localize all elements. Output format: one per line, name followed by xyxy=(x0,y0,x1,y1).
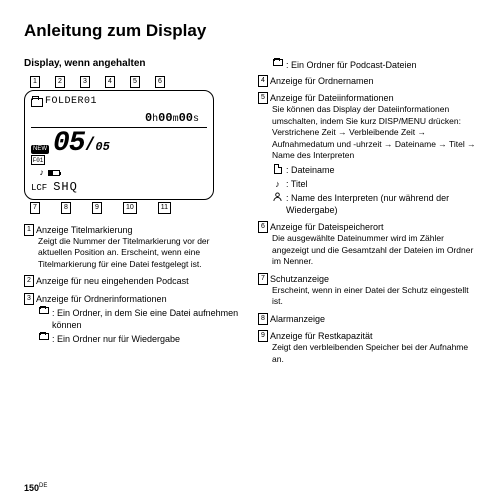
file-icon-text: : Dateiname xyxy=(286,164,335,176)
item3-rec: : Ein Ordner, in dem Sie eine Datei aufn… xyxy=(38,307,242,331)
item3-rec-text: : Ein Ordner, in dem Sie eine Datei aufn… xyxy=(52,307,242,331)
callout-10: 10 xyxy=(123,202,137,214)
callout-1: 1 xyxy=(30,76,40,88)
item9-title: Anzeige für Restkapazität xyxy=(270,331,373,341)
callout-2: 2 xyxy=(55,76,65,88)
lcd-screen: FOLDER01 0h00m00s NEW F01 05 / 05 xyxy=(24,90,214,199)
item9-body: Zeigt den verbleibenden Speicher bei der… xyxy=(272,342,476,365)
num-2: 2 xyxy=(24,275,34,287)
current-file-num: 05 xyxy=(53,130,85,158)
file-icon-line: : Dateiname xyxy=(272,164,476,176)
total-file-num: 05 xyxy=(95,139,109,155)
subheading: Display, wenn angehalten xyxy=(24,57,242,71)
item6-title: Anzeige für Dateispeicherort xyxy=(270,222,384,232)
item8-title: Alarmanzeige xyxy=(270,314,325,324)
item7-body: Erscheint, wenn in einer Datei der Schut… xyxy=(272,285,476,308)
artist-icon-text: : Name des Interpreten (nur während der … xyxy=(286,192,476,216)
callouts-top: 1 2 3 4 5 6 xyxy=(30,76,242,88)
time-s-unit: s xyxy=(193,114,199,125)
num-3: 3 xyxy=(24,293,34,305)
item7-title: Schutzanzeige xyxy=(270,274,329,284)
item6-body: Die ausgewählte Dateinummer wird im Zähl… xyxy=(272,233,476,267)
callout-9: 9 xyxy=(92,202,102,214)
folder-play-icon xyxy=(39,333,49,340)
new-badge: NEW xyxy=(31,145,49,153)
callout-4: 4 xyxy=(105,76,115,88)
right-column: : Ein Ordner für Podcast-Dateien 4Anzeig… xyxy=(258,57,476,370)
time-s: 00 xyxy=(179,111,193,125)
mode-row: LCF SHQ xyxy=(31,179,207,195)
folder-podcast-icon xyxy=(273,59,283,66)
lcd-diagram: 1 2 3 4 5 6 FOLDER01 0h00m00s NEW F xyxy=(24,76,242,213)
item4-title: Anzeige für Ordnernamen xyxy=(270,76,374,86)
num-5: 5 xyxy=(258,92,268,104)
folder-label: FOLDER01 xyxy=(45,95,97,109)
callout-5: 5 xyxy=(130,76,140,88)
title-icon-text: : Titel xyxy=(286,178,308,190)
page-title: Anleitung zum Display xyxy=(24,20,476,43)
num-4: 4 xyxy=(258,75,268,87)
slash: / xyxy=(85,134,96,158)
item2-title: Anzeige für neu eingehenden Podcast xyxy=(36,276,189,286)
title-icon-line: : Titel xyxy=(272,178,476,190)
callout-11: 11 xyxy=(158,202,171,214)
time-m: 00 xyxy=(158,111,172,125)
battery-icon xyxy=(48,170,60,176)
counter-row: NEW F01 05 / 05 xyxy=(31,130,207,164)
item3-play-text: : Ein Ordner nur für Wiedergabe xyxy=(52,333,180,345)
podcast-folder-text: : Ein Ordner für Podcast-Dateien xyxy=(286,59,417,71)
artist-icon-line: : Name des Interpreten (nur während der … xyxy=(272,192,476,216)
left-descriptions: 1Anzeige Titelmarkierung Zeigt die Numme… xyxy=(24,224,242,345)
item3-play: : Ein Ordner nur für Wiedergabe xyxy=(38,333,242,345)
status-icons-row: ♪ xyxy=(31,167,207,179)
alarm-icon: ♪ xyxy=(39,167,44,179)
shq-label: SHQ xyxy=(53,179,78,195)
item5-body1: Sie können das Display der Dateiinformat… xyxy=(272,104,476,127)
document-icon xyxy=(274,164,282,174)
person-icon xyxy=(272,192,283,201)
folder-icon xyxy=(31,98,43,107)
podcast-folder-line: : Ein Ordner für Podcast-Dateien xyxy=(272,59,476,71)
page-lang: DE xyxy=(39,483,47,489)
callout-3: 3 xyxy=(80,76,90,88)
item1-body: Zeigt die Nummer der Titelmarkierung vor… xyxy=(38,236,242,270)
callouts-bottom: 7 8 9 10 11 xyxy=(30,202,242,214)
tiny-folder-box: F01 xyxy=(31,155,45,165)
item3-title: Anzeige für Ordnerinformationen xyxy=(36,294,167,304)
left-column: Display, wenn angehalten 1 2 3 4 5 6 FOL… xyxy=(24,57,242,370)
callout-8: 8 xyxy=(61,202,71,214)
time-row: 0h00m00s xyxy=(31,110,207,129)
num-6: 6 xyxy=(258,221,268,233)
num-8: 8 xyxy=(258,313,268,325)
item5-title: Anzeige für Dateiinformationen xyxy=(270,93,394,103)
item5-seq: Verstrichene Zeit → Verbleibende Zeit → … xyxy=(272,127,476,161)
page-number-value: 150 xyxy=(24,483,39,493)
callout-6: 6 xyxy=(155,76,165,88)
num-7: 7 xyxy=(258,273,268,285)
page-number: 150DE xyxy=(24,482,47,494)
callout-7: 7 xyxy=(30,202,40,214)
folder-rec-icon xyxy=(39,307,49,314)
columns: Display, wenn angehalten 1 2 3 4 5 6 FOL… xyxy=(24,57,476,370)
item1-title: Anzeige Titelmarkierung xyxy=(36,225,133,235)
num-9: 9 xyxy=(258,330,268,342)
num-1: 1 xyxy=(24,224,34,236)
note-icon xyxy=(272,178,283,190)
lcf-label: LCF xyxy=(31,182,47,194)
